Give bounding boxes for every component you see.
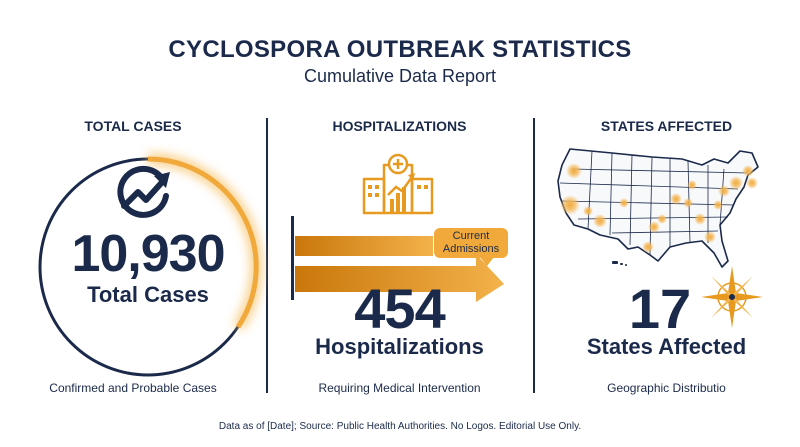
column-divider-right — [533, 118, 535, 393]
hospitalizations-label: Hospitalizations — [315, 334, 484, 359]
states-caption: Geographic Distributio — [607, 381, 726, 395]
hospital-chart-icon — [362, 153, 434, 215]
states-heading: STATES AFFECTED — [600, 118, 733, 134]
footer-note: Data as of [Date]; Source: Public Health… — [218, 421, 582, 432]
admissions-arrows — [291, 216, 504, 302]
column-divider-left — [266, 118, 268, 393]
page-title: CYCLOSPORA OUTBREAK STATISTICS — [168, 36, 632, 63]
hospitalizations-caption: Requiring Medical Intervention — [318, 381, 481, 395]
current-admissions-bubble: Current Admissions — [434, 228, 508, 266]
compass-rose-icon — [701, 266, 763, 328]
trend-up-icon — [117, 165, 170, 218]
states-label: States Affected — [586, 334, 747, 359]
cases-heading: TOTAL CASES — [84, 118, 182, 134]
us-map — [557, 148, 759, 268]
hospitalizations-value: 454 — [354, 277, 445, 340]
cases-label: Total Cases — [87, 282, 209, 307]
cases-value: 10,930 — [71, 225, 225, 283]
page-subtitle: Cumulative Data Report — [303, 66, 497, 86]
states-value: 17 — [628, 277, 692, 340]
hospitalizations-heading: HOSPITALIZATIONS — [332, 118, 467, 134]
cases-caption: Confirmed and Probable Cases — [49, 381, 217, 395]
cases-ring — [38, 152, 263, 377]
